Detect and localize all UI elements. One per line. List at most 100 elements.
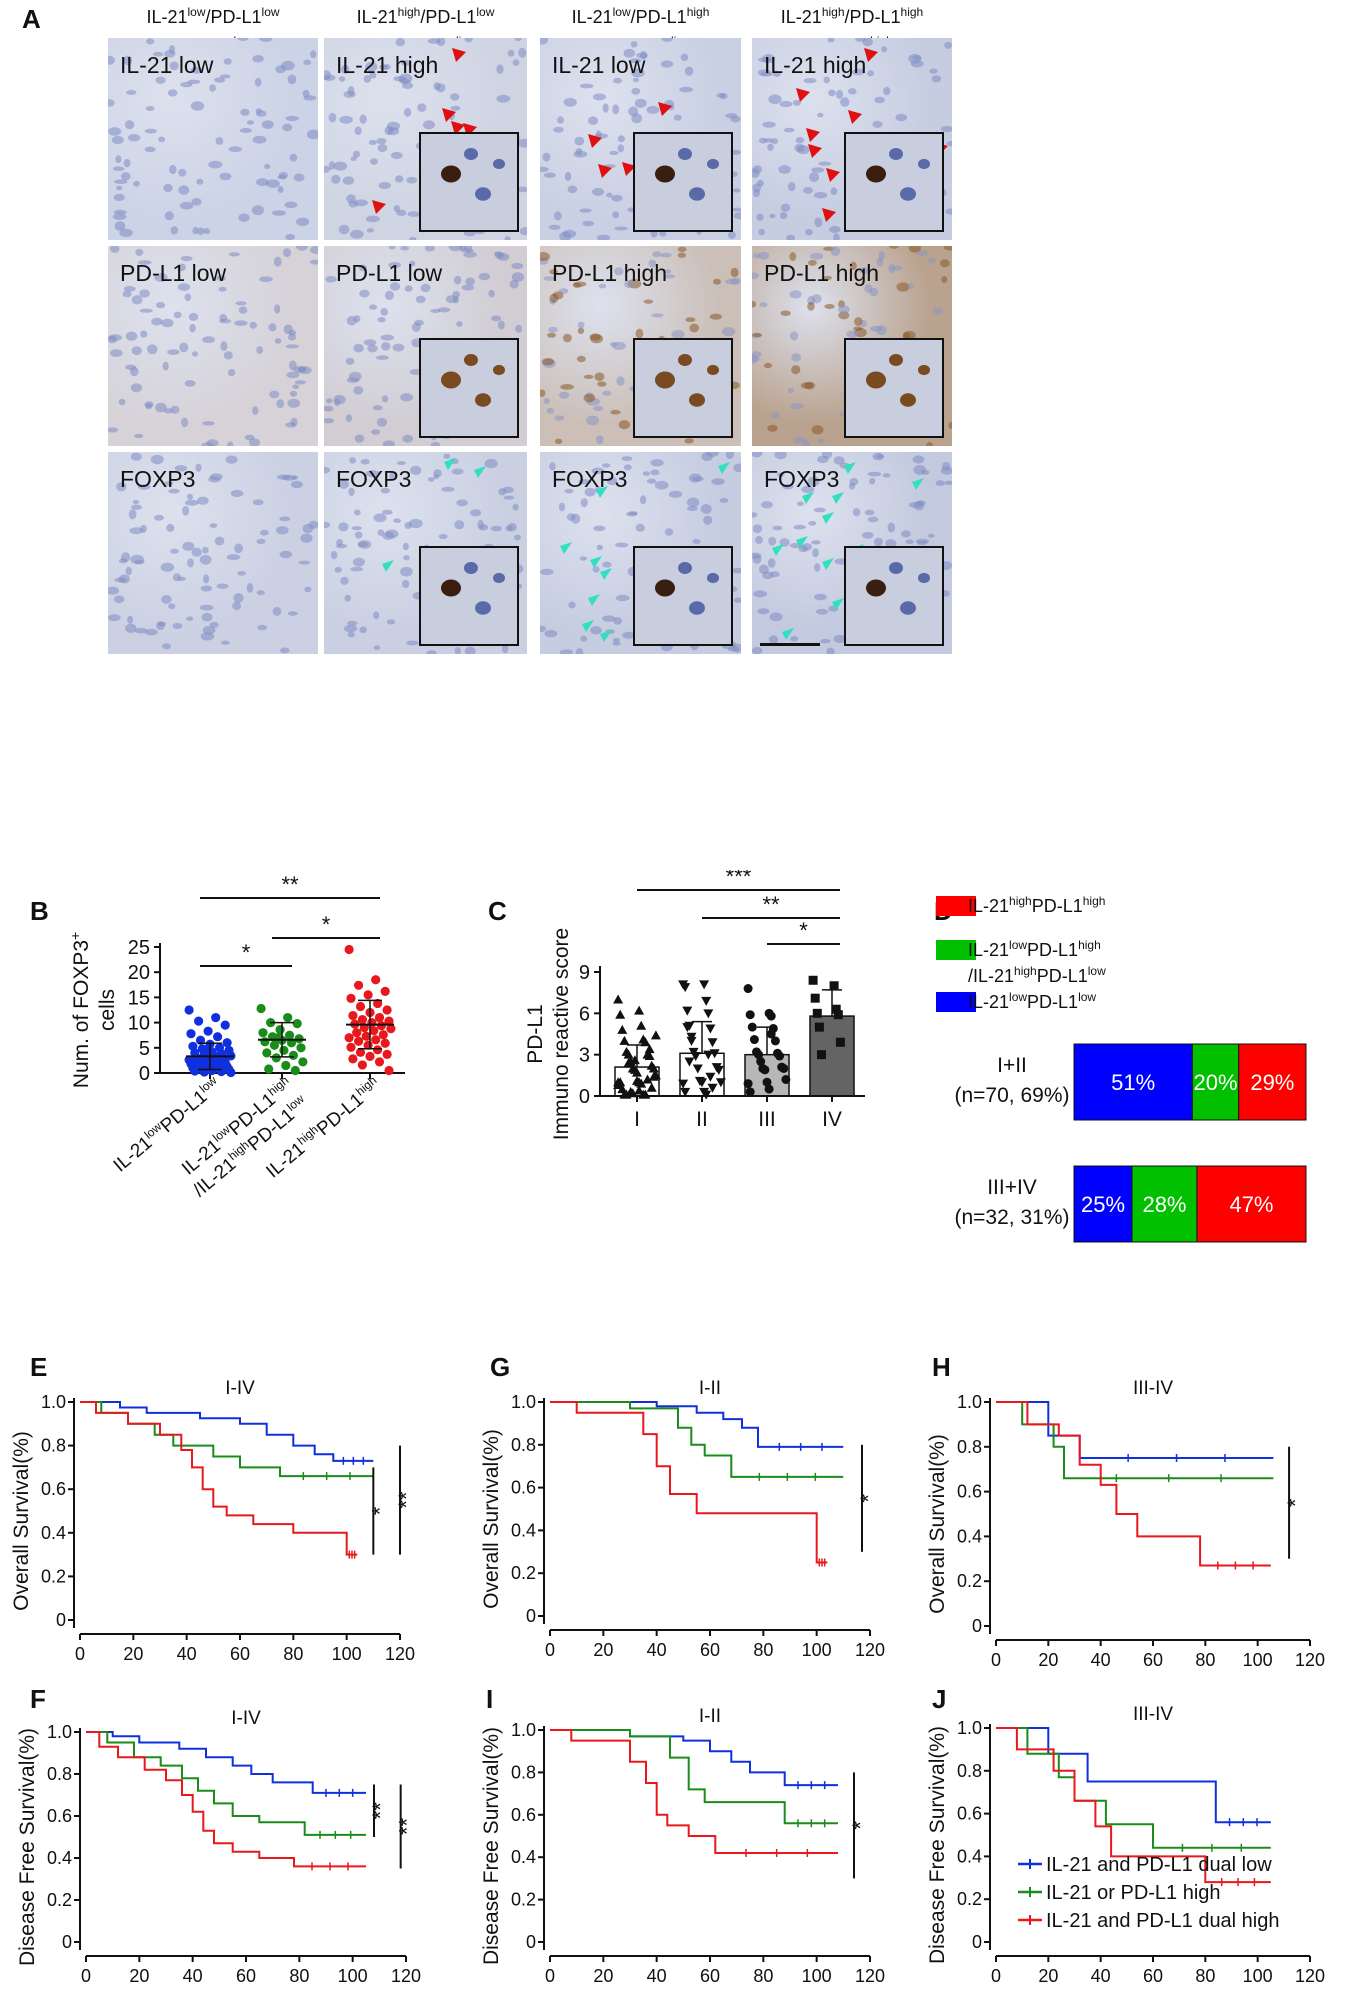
micrograph-tile: IL-21 high	[324, 38, 527, 240]
y-axis-label: Disease Free Survival(%)	[480, 1727, 503, 1965]
y-tick-label: 0.8	[41, 1436, 66, 1456]
data-point	[749, 1035, 759, 1045]
cyan-arrow-icon	[596, 486, 608, 498]
zoom-inset	[844, 338, 944, 438]
data-point	[701, 996, 712, 1006]
y-axis-label: Overall Survival(%)	[10, 1431, 33, 1611]
data-point	[386, 1024, 396, 1034]
data-point	[703, 1009, 714, 1019]
data-point	[648, 1063, 659, 1073]
data-point	[699, 980, 710, 990]
panel-i-km-chart: 0 0.2 0.4 0.6 0.8 1.0 0 20 40 60 80 100 120 I-II Disea…	[480, 1706, 885, 1986]
data-point	[692, 1064, 703, 1074]
x-tick-label: 100	[332, 1644, 362, 1664]
y-tick-label: 1.0	[957, 1718, 982, 1738]
micrograph-label: IL-21 high	[764, 52, 867, 78]
x-tick-label: 100	[802, 1640, 832, 1660]
survival-curve	[80, 1401, 374, 1462]
stacked-segment	[1191, 1043, 1240, 1121]
data-point	[835, 1037, 845, 1047]
row-sub-label: (n=70, 69%)	[955, 1084, 1070, 1107]
zoom-inset	[419, 132, 519, 232]
chart-title: I-II	[699, 1706, 721, 1727]
stacked-segment	[1238, 1043, 1307, 1121]
micrograph-tile: FOXP3	[752, 452, 952, 654]
y-tick-label: 0.6	[511, 1805, 536, 1825]
y-tick-label: 1.0	[511, 1392, 536, 1412]
data-point	[285, 1030, 295, 1040]
stacked-segment	[1073, 1043, 1193, 1121]
y-tick-label: 0.2	[41, 1566, 66, 1586]
cyan-arrow-icon	[772, 544, 784, 556]
x-tick-label: 80	[753, 1640, 773, 1660]
significance-label-group: **	[395, 1818, 420, 1836]
x-tick-label: 20	[129, 1966, 149, 1986]
y-tick-label: 1.0	[41, 1392, 66, 1412]
y-axis-label-line1: Num. of FOXP3+	[67, 932, 93, 1088]
micrograph-label: FOXP3	[552, 466, 628, 492]
x-tick-label: 100	[338, 1966, 368, 1986]
data-point	[632, 1067, 642, 1077]
panel-j-km-chart: 0 0.2 0.4 0.6 0.8 1.0 0 20 40 60 80 100 120 III-IV Dis…	[926, 1704, 1325, 1986]
x-tick-label: 40	[647, 1640, 667, 1660]
y-tick-label: 0.4	[511, 1520, 536, 1540]
cyan-arrow-icon	[822, 512, 834, 524]
data-point	[690, 1052, 701, 1062]
segment-label: 51%	[1111, 1070, 1155, 1095]
data-point	[619, 1035, 630, 1045]
data-point	[684, 1057, 695, 1067]
micrograph-tile: FOXP3	[324, 452, 527, 654]
data-point	[213, 1032, 223, 1042]
data-point	[190, 1066, 200, 1076]
data-point	[344, 1033, 354, 1043]
legend-label-line2: /IL-21highPD-L1low	[968, 964, 1106, 986]
data-point	[781, 1074, 791, 1084]
data-point	[636, 1020, 647, 1030]
data-point	[352, 1028, 362, 1038]
y-tick-label: 0.8	[47, 1764, 72, 1784]
data-point	[686, 1032, 697, 1042]
y-tick-label: 0	[526, 1932, 536, 1952]
survival-curve	[996, 1401, 1271, 1567]
data-point	[348, 1054, 358, 1064]
data-point	[382, 1049, 392, 1059]
y-axis-label-text: Overall Survival(%)	[480, 1429, 503, 1609]
data-point	[623, 1057, 634, 1067]
chart-title: I-IV	[225, 1378, 255, 1399]
data-point	[220, 1020, 230, 1030]
y-axis-label-line2: cells	[96, 989, 119, 1031]
data-point	[369, 1026, 379, 1036]
data-point	[680, 1087, 691, 1097]
tissue-texture	[540, 38, 741, 240]
survival-curve	[550, 1401, 844, 1448]
x-tick-label: 40	[647, 1966, 667, 1986]
panel-f-km-chart: 0 0.2 0.4 0.6 0.8 1.0 0 20 40 60 80 100 120 I-IV Disea…	[16, 1708, 421, 1986]
data-point	[288, 1050, 298, 1060]
data-point	[817, 1050, 826, 1060]
cyan-arrow-icon	[600, 568, 612, 580]
x-tick-label: 60	[230, 1644, 250, 1664]
y-tick-label: 0	[579, 1086, 590, 1108]
data-point	[275, 1025, 285, 1035]
x-tick-label: 100	[1243, 1650, 1273, 1670]
data-point	[634, 1005, 645, 1015]
data-point	[715, 1078, 726, 1088]
data-point	[361, 1031, 371, 1041]
column-header: IL-21low/PD-L1highFOXP3median	[571, 5, 710, 56]
data-point	[764, 1084, 774, 1094]
data-point	[682, 1023, 693, 1033]
data-point	[346, 1042, 356, 1052]
data-point	[646, 1082, 657, 1092]
y-axis-label-text: Disease Free Survival(%)	[16, 1728, 39, 1966]
x-tick-label: 80	[1195, 1966, 1215, 1986]
survival-curve	[550, 1401, 828, 1564]
significance-label: ***	[726, 870, 752, 889]
significance-label: **	[395, 1818, 420, 1836]
micrograph-tile: PD-L1 low	[108, 246, 318, 446]
survival-curve	[86, 1731, 366, 1794]
segment-label: 47%	[1229, 1192, 1273, 1217]
data-point	[260, 1037, 270, 1047]
data-point	[766, 1029, 776, 1039]
survival-curve	[996, 1727, 1271, 1824]
zoom-inset	[633, 132, 733, 232]
